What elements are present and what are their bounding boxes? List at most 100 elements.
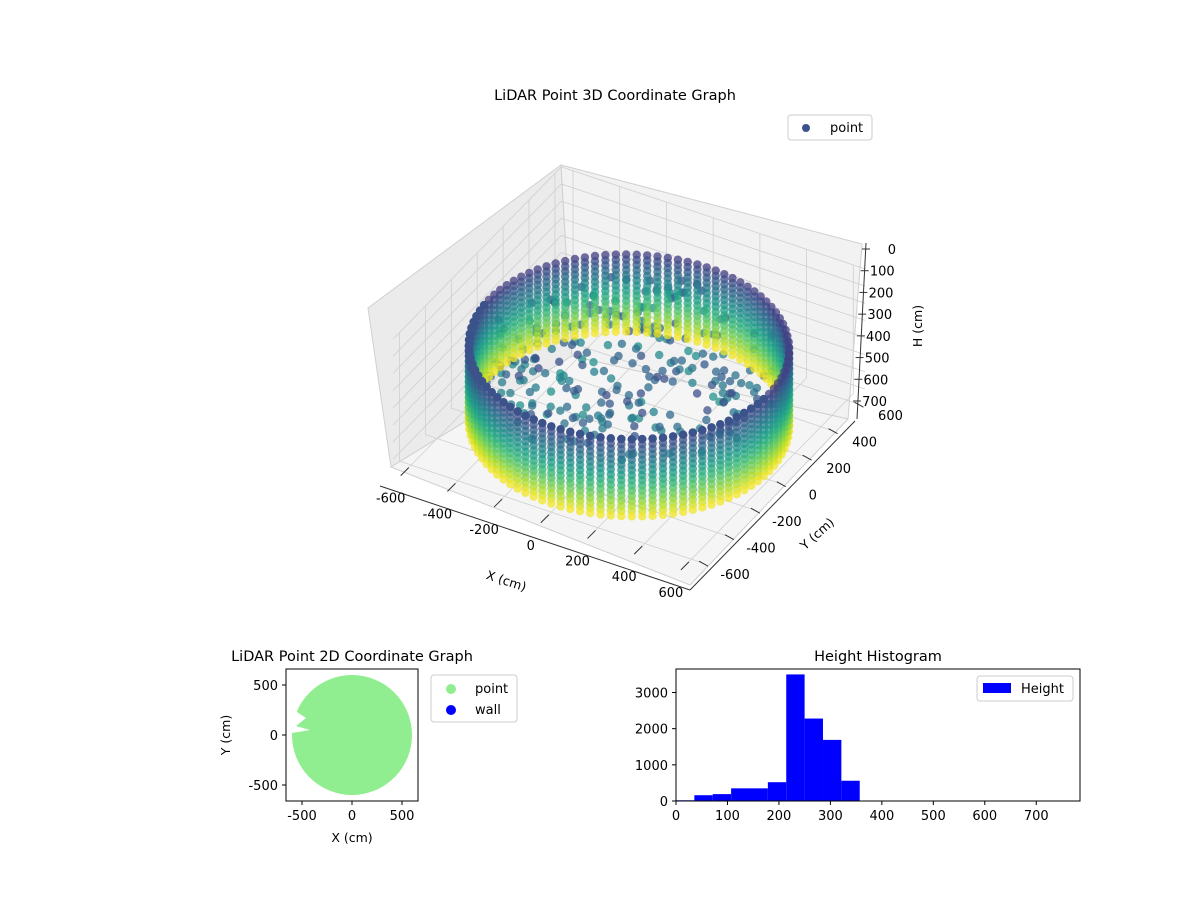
cloud-point <box>544 409 552 417</box>
plot-2d-legend: point wall <box>431 675 517 722</box>
cloud-point <box>737 379 745 387</box>
z-tick-label: 300 <box>867 308 892 323</box>
x-tick-label-hist: 200 <box>767 809 792 824</box>
cloud-point <box>578 361 586 369</box>
cloud-point <box>541 369 549 377</box>
cloud-point <box>568 341 576 349</box>
legend-label-height: Height <box>1021 682 1064 697</box>
cloud-point <box>707 500 715 508</box>
cloud-point <box>672 367 680 375</box>
rim-point <box>607 434 615 442</box>
cloud-point <box>525 346 533 354</box>
z-tick-label: 200 <box>869 286 894 301</box>
cloud-point <box>576 507 584 515</box>
cloud-point <box>673 423 681 431</box>
plot-2d: LiDAR Point 2D Coordinate Graph -500 0 500… <box>218 649 517 845</box>
cloud-point <box>591 329 599 337</box>
cloud-point <box>674 333 682 341</box>
y-tick-label-hist: 1000 <box>635 759 668 774</box>
cloud-point <box>612 386 620 394</box>
x-tick-label: 600 <box>659 586 684 601</box>
cloud-point <box>502 370 510 378</box>
cloud-point <box>597 414 605 422</box>
x-tick-label-2d: 500 <box>390 809 415 824</box>
rim-point <box>586 432 594 440</box>
x-tick-label: 400 <box>612 570 637 585</box>
y-tick-label-2d: -500 <box>248 779 278 794</box>
cloud-point <box>740 486 748 494</box>
rim-point <box>760 395 768 403</box>
rim-point <box>669 432 677 440</box>
legend-marker-height <box>983 683 1011 693</box>
cloud-point <box>558 377 566 385</box>
y-tick-label-hist: 3000 <box>635 687 668 702</box>
cloud-point <box>644 383 652 391</box>
legend-label-wall: wall <box>475 703 501 718</box>
x-tick-label-hist: 100 <box>715 809 740 824</box>
cloud-point <box>581 330 589 338</box>
cloud-point <box>574 385 582 393</box>
y-tick-label: 400 <box>852 436 877 451</box>
cloud-point <box>666 411 674 419</box>
cloud-point <box>498 378 506 386</box>
cloud-point <box>699 350 707 358</box>
cloud-point <box>612 328 620 336</box>
rim-point <box>547 422 555 430</box>
rim-point <box>698 426 706 434</box>
histogram-bar <box>694 795 712 801</box>
cloud-point <box>582 403 590 411</box>
cloud-point <box>623 397 631 405</box>
z-tick-label: 500 <box>865 352 890 367</box>
cloud-point <box>688 379 696 387</box>
y-tick-label: 0 <box>809 489 817 504</box>
rim-point <box>514 407 522 415</box>
x-tick-label: -200 <box>469 523 499 538</box>
cloud-point <box>607 511 615 519</box>
cloud-point <box>684 335 692 343</box>
cloud-point <box>719 398 727 406</box>
rim-point <box>566 428 574 436</box>
cloud-point <box>655 351 663 359</box>
cloud-point <box>653 329 661 337</box>
histogram-bar <box>749 788 767 801</box>
rim-point <box>638 435 646 443</box>
rim-point <box>725 417 733 425</box>
cloud-point <box>642 365 650 373</box>
x-tick-label-hist: 600 <box>972 809 997 824</box>
x-tick-label-2d: 0 <box>348 809 356 824</box>
cloud-point <box>547 499 555 507</box>
cloud-point <box>725 494 733 502</box>
cloud-point <box>684 347 692 355</box>
histogram-bar <box>823 740 841 801</box>
cloud-point <box>597 398 605 406</box>
plot-3d: LiDAR Point 3D Coordinate Graph -600-400… <box>368 88 925 601</box>
cloud-point <box>678 356 686 364</box>
rim-point <box>617 435 625 443</box>
cloud-point <box>514 485 522 493</box>
plot-3d-title: LiDAR Point 3D Coordinate Graph <box>494 88 736 104</box>
rim-point <box>707 423 715 431</box>
cloud-point <box>693 337 701 345</box>
legend-marker-point-2d <box>446 684 456 694</box>
histogram-bar <box>768 782 786 801</box>
y-tick-label: -400 <box>746 542 776 557</box>
legend-marker-point <box>802 124 810 132</box>
cloud-point <box>555 358 563 366</box>
rim-point <box>538 419 546 427</box>
histogram-ticks: 0 100 200 300 400 500 600 7000100020003000 <box>635 687 1049 824</box>
cloud-point <box>561 334 569 342</box>
x-tick-label-2d: -500 <box>287 809 317 824</box>
cloud-point <box>579 419 587 427</box>
cloud-point <box>653 373 661 381</box>
cloud-point <box>542 339 550 347</box>
cloud-point <box>648 512 656 520</box>
cloud-point <box>586 509 594 517</box>
cloud-point <box>660 375 668 383</box>
cloud-point <box>733 490 741 498</box>
cloud-point <box>606 400 614 408</box>
cloud-point <box>566 505 574 513</box>
cloud-point <box>517 350 525 358</box>
cloud-point <box>664 331 672 339</box>
cloud-point <box>669 377 677 385</box>
z-tick-label: 0 <box>888 243 896 258</box>
